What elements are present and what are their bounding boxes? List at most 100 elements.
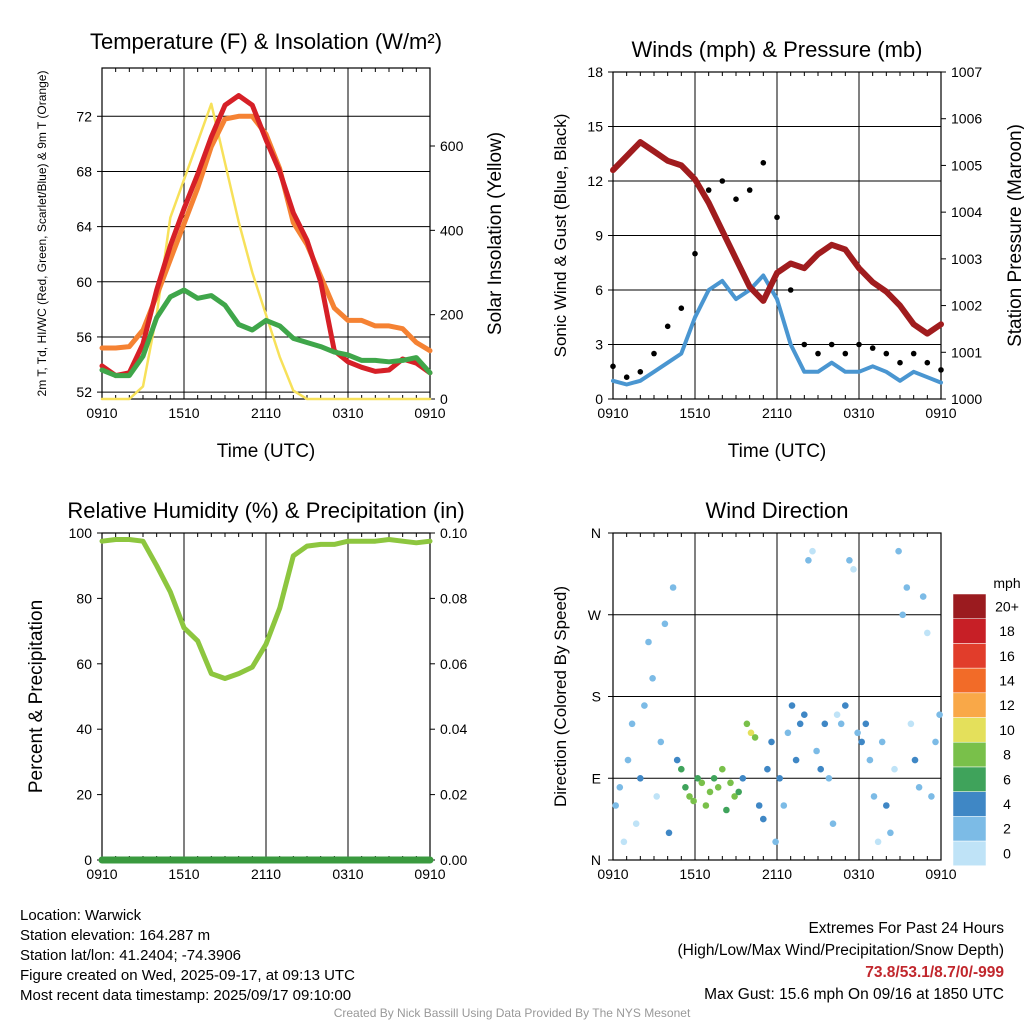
direction-point	[911, 756, 919, 764]
y2-tick-label: 0.08	[440, 590, 467, 606]
y-tick-label: 56	[76, 329, 92, 345]
direction-point	[673, 756, 681, 764]
y2-tick-label: 1003	[951, 251, 982, 267]
y-axis-label-left: 2m T, Td, HI/WC (Red, Green, Scarlet/Blu…	[35, 71, 49, 397]
y-tick-label: 60	[76, 274, 92, 290]
direction-point	[678, 765, 685, 773]
humidity-line	[99, 537, 433, 681]
colorbar-label: 8	[1003, 747, 1011, 763]
y2-tick-label: 1007	[951, 64, 982, 80]
direction-point	[854, 729, 861, 737]
colorbar-swatch	[952, 717, 987, 743]
direction-point	[862, 720, 870, 728]
direction-point	[612, 802, 619, 809]
direction-point	[895, 547, 902, 555]
direction-point	[760, 815, 767, 823]
gust-point	[815, 350, 821, 357]
extremes-panel: Extremes For Past 24 Hours (High/Low/Max…	[678, 918, 1005, 1006]
y2-tick-label: 1001	[951, 344, 982, 360]
direction-point	[714, 784, 722, 791]
direction-point	[936, 711, 943, 718]
direction-point	[829, 820, 837, 827]
direction-point	[932, 738, 939, 746]
y-tick-label: 12	[587, 173, 603, 189]
direction-point	[620, 838, 628, 846]
x-tick-label: 0310	[332, 405, 363, 421]
direction-point	[665, 829, 673, 837]
gust-point	[787, 287, 794, 293]
gust-point	[637, 369, 644, 375]
y-tick-label: N	[591, 525, 601, 541]
y-axis-label-left: Percent & Precipitation	[26, 600, 47, 793]
chart-title-4: Wind Direction	[705, 498, 848, 523]
y-tick-label: 68	[76, 163, 92, 179]
y-tick-label: 0	[595, 391, 603, 407]
direction-point	[915, 784, 923, 791]
y-tick-label: 52	[76, 384, 92, 400]
y-tick-label: N	[591, 852, 601, 868]
direction-point	[924, 629, 931, 637]
gust-point	[746, 187, 753, 193]
direction-point	[637, 775, 644, 782]
direction-point	[796, 720, 804, 728]
station-info: Location: Warwick Station elevation: 164…	[20, 906, 355, 1006]
gust-point	[910, 350, 917, 357]
direction-point	[919, 593, 927, 600]
extremes-title: Extremes For Past 24 Hours	[808, 920, 1004, 937]
max-gust: Max Gust: 15.6 mph On 09/16 at 1850 UTC	[704, 986, 1004, 1003]
direction-point	[719, 765, 726, 773]
direction-point	[899, 611, 906, 619]
direction-point	[887, 829, 894, 837]
colorbar-swatch	[952, 791, 987, 817]
gust-point	[774, 214, 780, 221]
direction-point	[690, 797, 697, 805]
y-tick-label: 15	[587, 119, 603, 135]
direction-point	[702, 802, 710, 809]
chart-title-1: Temperature (F) & Insolation (W/m²)	[90, 29, 442, 54]
y-tick-label: 72	[76, 108, 92, 124]
direction-point	[833, 711, 841, 718]
gust-point	[623, 374, 630, 381]
colorbar-label: 2	[1003, 821, 1011, 837]
gust-point	[651, 350, 657, 357]
x-tick-label: 1510	[168, 405, 199, 421]
gust-point	[938, 367, 944, 373]
gust-point	[705, 187, 712, 193]
x-tick-label: 0310	[843, 866, 874, 882]
colorbar-label: 6	[1003, 771, 1011, 787]
x-tick-label: 2110	[251, 866, 281, 882]
direction-point	[907, 720, 915, 728]
gust-point	[692, 250, 698, 257]
gust-point	[801, 341, 808, 348]
direction-point	[616, 784, 624, 791]
x-tick-label: 0310	[843, 405, 874, 421]
station-latlon: Station lat/lon: 41.2404; -74.3906	[20, 947, 242, 964]
gust-point	[842, 350, 849, 357]
y2-tick-label: 1002	[951, 298, 982, 314]
colorbar-label: 4	[1003, 796, 1011, 812]
y2-tick-label: 200	[440, 307, 464, 323]
chart-title-3: Relative Humidity (%) & Precipitation (i…	[67, 498, 464, 523]
y-tick-label: 6	[595, 282, 603, 298]
gust-point	[760, 160, 767, 166]
direction-point	[821, 720, 829, 728]
direction-point	[735, 788, 742, 796]
direction-point	[792, 756, 800, 764]
x-tick-label: 1510	[679, 866, 710, 882]
direction-point	[866, 756, 874, 764]
direction-point	[682, 784, 689, 791]
direction-point	[776, 775, 783, 782]
x-tick-label: 0910	[86, 405, 117, 421]
colorbar-label: 20+	[995, 598, 1019, 614]
gust-point	[610, 363, 616, 370]
y2-tick-label: 1000	[951, 391, 982, 407]
x-tick-label: 0910	[414, 866, 445, 882]
y-tick-label: 0	[84, 852, 92, 868]
direction-point	[649, 675, 656, 682]
gust-point	[733, 196, 739, 202]
y-tick-label: 9	[595, 228, 603, 244]
colorbar-swatch	[952, 766, 987, 792]
pressure-line	[610, 139, 944, 337]
direction-point	[731, 793, 738, 800]
direction-point	[743, 720, 751, 728]
